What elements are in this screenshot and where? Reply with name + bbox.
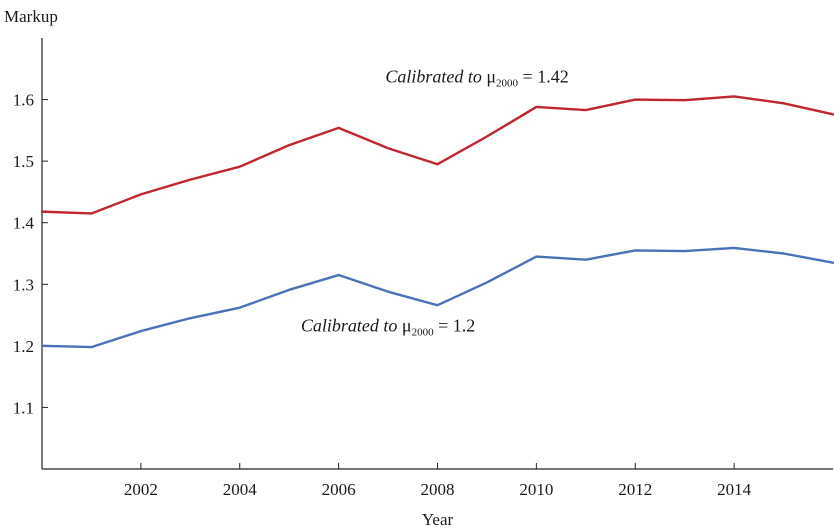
y-axis-title: Markup [4, 7, 58, 26]
y-tick-label: 1.4 [13, 214, 35, 233]
annotation-italic-text: Calibrated to [385, 66, 486, 86]
annotation-italic-text: Calibrated to [301, 316, 402, 336]
series-annotation-0: Calibrated to μ2000 = 1.42 [385, 66, 568, 89]
x-tick-label: 2008 [421, 480, 455, 499]
y-tick-label: 1.6 [13, 91, 34, 110]
x-tick-label: 2006 [322, 480, 356, 499]
annotation-subscript: 2000 [496, 77, 519, 89]
series-line-1 [40, 246, 834, 349]
x-tick-label: 2014 [717, 480, 752, 499]
series-line-0 [40, 95, 834, 215]
series-annotation-1: Calibrated to μ2000 = 1.2 [301, 316, 475, 339]
y-tick-label: 1.2 [13, 337, 34, 356]
annotation-value: = 1.2 [434, 316, 476, 336]
annotation-mu-symbol: μ [402, 316, 412, 336]
x-tick-label: 2004 [223, 480, 258, 499]
x-tick-label: 2010 [519, 480, 553, 499]
x-axis-title: Year [422, 510, 454, 529]
annotation-mu-symbol: μ [486, 66, 496, 86]
x-tick-label: 2002 [124, 480, 158, 499]
y-tick-label: 1.1 [13, 398, 34, 417]
y-tick-label: 1.5 [13, 152, 34, 171]
y-tick-label: 1.3 [13, 275, 34, 294]
annotation-subscript: 2000 [412, 327, 435, 339]
annotation-value: = 1.42 [518, 66, 569, 86]
x-tick-label: 2012 [618, 480, 652, 499]
